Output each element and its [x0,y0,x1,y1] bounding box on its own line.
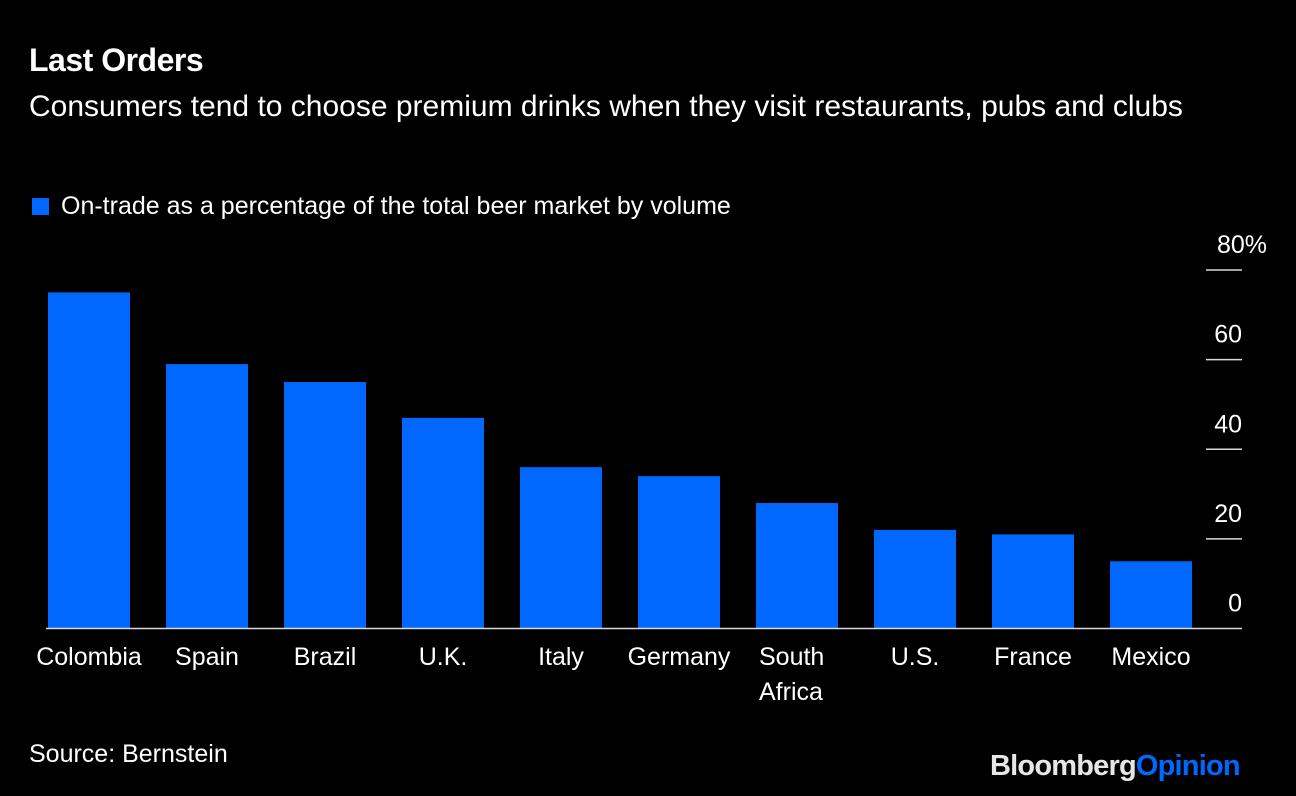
y-tick-label-0: 0 [1228,590,1242,618]
bar-south-africa [756,503,838,629]
source-note: Source: Bernstein [29,740,228,768]
chart-subtitle: Consumers tend to choose premium drinks … [29,90,1183,123]
bar-colombia [48,292,130,629]
legend: On-trade as a percentage of the total be… [32,192,731,221]
x-tick-label: Germany [628,643,731,671]
y-tick-label-60: 60 [1214,321,1242,349]
x-tick-label-line: Germany [628,643,731,671]
x-tick-label: Italy [538,643,584,671]
bar-italy [520,467,602,629]
x-tick-label: South Africa [759,643,824,706]
legend-label: On-trade as a percentage of the total be… [61,192,731,220]
y-tick-label-20: 20 [1214,500,1242,528]
bar-u-s [874,529,956,629]
bar-spain [166,364,248,629]
x-tick-label: Brazil [294,643,357,671]
x-tick-label: Spain [175,643,239,671]
x-tick-label-line: Spain [175,643,239,671]
y-tick-label-80: 80% [1217,231,1267,259]
x-tick-label-line: Africa [759,678,823,706]
x-tick-label-line: Mexico [1111,643,1190,671]
bar-france [992,534,1074,629]
brand-logo: BloombergOpinion [990,750,1241,783]
brand-primary: Bloomberg [990,750,1137,782]
bar-germany [638,476,720,629]
x-tick-label: U.S. [891,643,940,671]
x-tick-label-line: Colombia [36,643,142,671]
x-tick-label: U.K. [419,643,468,671]
x-tick-label: Colombia [36,643,142,671]
bar-mexico [1110,561,1192,629]
y-tick-label-40: 40 [1214,410,1242,438]
x-tick-label-line: U.S. [891,643,940,671]
x-tick-label-line: France [994,643,1072,671]
x-tick-label-line: U.K. [419,643,468,671]
bar-u-k [402,417,484,629]
x-tick-label: France [994,643,1072,671]
x-tick-label-line: Brazil [294,643,357,671]
bar-brazil [284,382,366,629]
brand-secondary: Opinion [1135,750,1241,782]
chart-title: Last Orders [29,42,204,78]
x-tick-label: Mexico [1111,643,1190,671]
legend-swatch [32,198,49,215]
x-tick-label-line: South [759,643,824,671]
x-tick-label-line: Italy [538,643,584,671]
